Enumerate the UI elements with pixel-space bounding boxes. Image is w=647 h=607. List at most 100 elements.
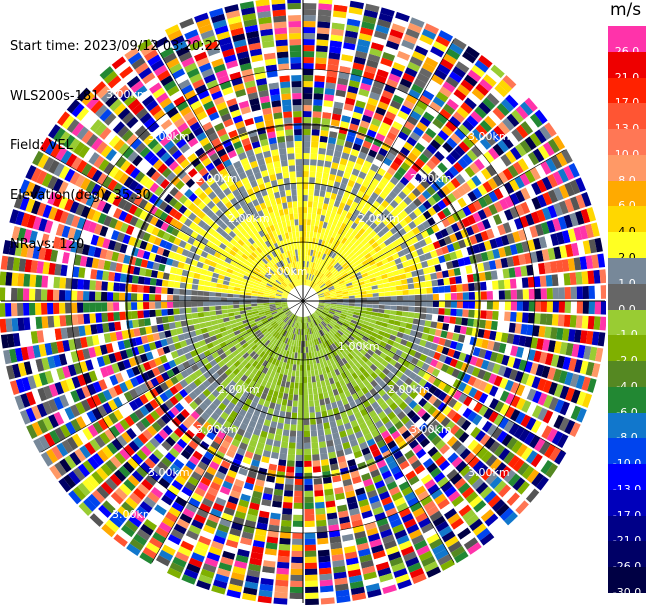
range-gate xyxy=(576,301,583,314)
range-gate xyxy=(415,448,427,459)
range-gate xyxy=(412,507,425,518)
range-gate xyxy=(77,482,91,497)
range-gate xyxy=(272,494,283,502)
range-gate xyxy=(102,270,110,281)
range-gate xyxy=(588,239,597,254)
range-gate xyxy=(426,159,437,170)
range-gate xyxy=(485,164,497,177)
range-gate xyxy=(40,451,54,467)
range-gate xyxy=(160,178,170,189)
range-gate xyxy=(174,496,187,508)
range-gate xyxy=(303,412,310,419)
range-gate xyxy=(372,474,383,484)
range-gate xyxy=(509,244,518,255)
range-gate xyxy=(538,236,548,249)
range-gate xyxy=(550,155,563,170)
range-gate xyxy=(105,148,117,162)
range-gate xyxy=(0,303,6,317)
range-gate xyxy=(288,21,301,28)
range-gate xyxy=(286,460,295,467)
range-gate xyxy=(77,430,89,444)
range-gate xyxy=(290,418,297,425)
range-gate xyxy=(327,204,334,212)
range-gate xyxy=(237,548,250,558)
range-gate xyxy=(116,232,126,243)
range-gate xyxy=(129,337,137,348)
range-gate xyxy=(177,454,188,465)
range-gate xyxy=(429,358,439,368)
range-gate xyxy=(77,279,85,290)
range-gate xyxy=(512,477,526,491)
range-gate xyxy=(133,266,141,276)
range-gate xyxy=(127,151,139,163)
range-gate xyxy=(400,104,412,115)
range-gate xyxy=(504,301,511,311)
range-gate xyxy=(276,422,284,430)
range-gate xyxy=(298,394,303,401)
range-gate xyxy=(432,118,444,130)
range-gate xyxy=(441,158,453,169)
range-gate xyxy=(164,123,176,135)
range-gate xyxy=(260,577,274,586)
range-gate xyxy=(587,315,595,330)
range-gate xyxy=(50,249,59,262)
range-gate xyxy=(471,175,482,187)
range-gate xyxy=(509,90,523,105)
range-gate xyxy=(438,337,446,346)
range-gate xyxy=(77,463,91,478)
range-gate xyxy=(378,13,394,23)
range-gate xyxy=(88,152,100,165)
range-gate xyxy=(145,441,156,453)
range-gate xyxy=(558,200,569,215)
range-gate xyxy=(72,486,87,501)
range-gate xyxy=(544,234,554,248)
range-gate xyxy=(545,158,557,173)
range-gate xyxy=(145,77,159,90)
range-gate xyxy=(591,362,601,378)
range-gate xyxy=(179,388,188,398)
range-gate xyxy=(78,325,86,337)
range-gate xyxy=(221,440,231,449)
range-gate xyxy=(342,539,355,548)
range-gate xyxy=(375,24,390,35)
range-gate xyxy=(383,46,398,56)
range-gate xyxy=(569,272,577,286)
range-gate xyxy=(407,562,422,573)
range-gate xyxy=(429,538,443,550)
range-gate xyxy=(103,215,113,227)
range-gate xyxy=(453,325,462,334)
range-gate xyxy=(95,141,108,155)
range-gate xyxy=(483,383,494,395)
range-gate xyxy=(146,166,157,178)
range-gate xyxy=(120,160,132,172)
range-gate xyxy=(480,251,489,262)
range-gate xyxy=(220,153,230,163)
range-gate xyxy=(467,318,475,327)
range-gate xyxy=(215,101,228,111)
range-gate xyxy=(538,441,551,456)
range-gate xyxy=(561,149,573,164)
range-gate xyxy=(170,406,180,417)
range-gate xyxy=(478,380,488,392)
range-gate xyxy=(211,585,226,595)
range-gate xyxy=(354,297,361,301)
range-gate xyxy=(478,392,489,404)
range-gate xyxy=(477,184,488,196)
range-gate xyxy=(113,396,123,408)
range-gate xyxy=(490,270,498,280)
range-gate xyxy=(441,530,456,543)
range-gate xyxy=(506,437,518,450)
range-gate xyxy=(80,111,94,125)
range-gate xyxy=(156,92,169,104)
range-gate xyxy=(105,343,114,354)
range-gate xyxy=(150,377,160,387)
range-gate xyxy=(24,259,33,273)
range-gate xyxy=(107,302,114,312)
range-gate xyxy=(269,457,278,465)
range-gate xyxy=(397,440,408,450)
range-gate xyxy=(130,80,144,93)
range-gate xyxy=(219,133,230,143)
range-gate xyxy=(542,380,553,394)
range-gate xyxy=(365,311,373,316)
range-gate xyxy=(418,153,430,164)
